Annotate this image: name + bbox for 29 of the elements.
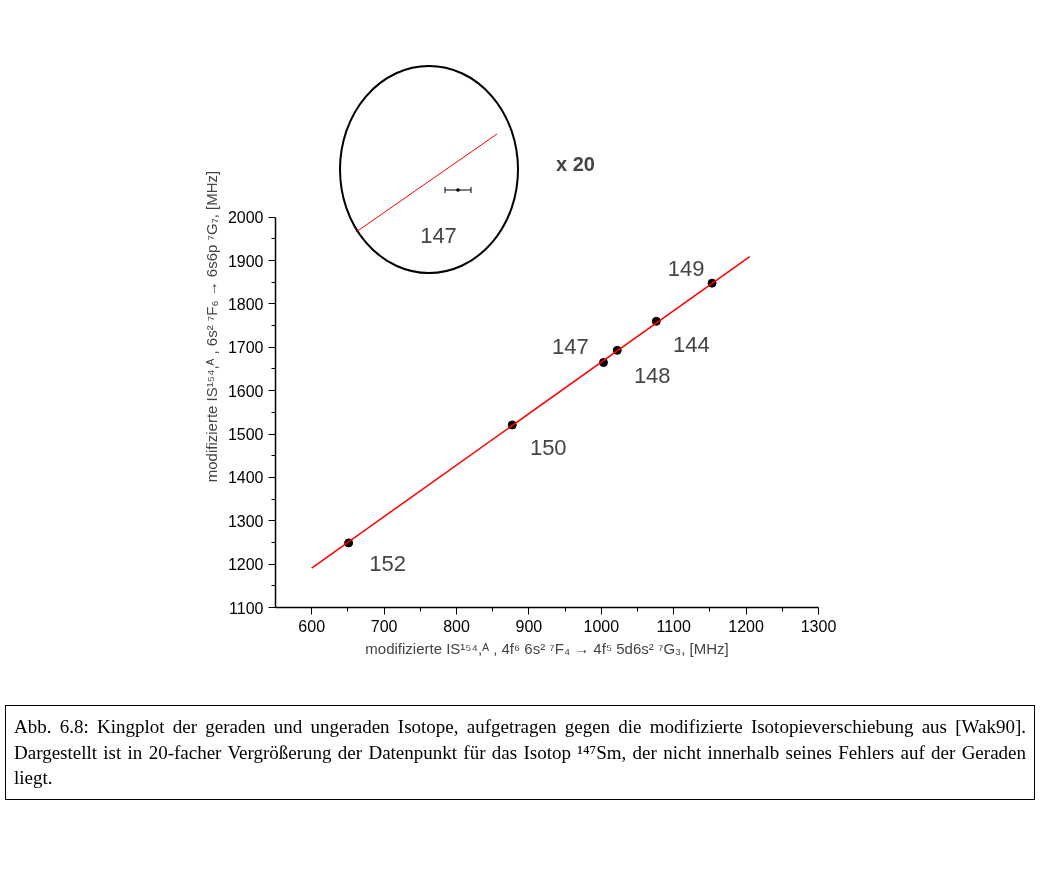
x-axis-title: modifizierte IS¹⁵⁴,ᴬ , 4f⁶ 6s² ⁷F₄ → 4f⁵ 5d6s² ⁷G₃, [MHz]	[365, 639, 729, 657]
annotation: 147	[420, 223, 457, 248]
x-tick-label: 800	[443, 617, 470, 635]
y-tick-label: 1700	[227, 339, 264, 357]
annotation: 152	[369, 551, 406, 577]
x-tick-label: 600	[298, 617, 326, 635]
x-tick-label: 700	[370, 617, 398, 635]
annotation: 150	[529, 435, 567, 461]
text: x 20	[556, 152, 595, 175]
y-axis-title: modifizierte IS¹⁵⁴,ᴬ , 6s² ⁷F₆ → 6s6p ⁷G₇, [MHz]	[202, 170, 220, 483]
x-tick-label: 1200	[728, 617, 764, 635]
x-tick-label: 900	[515, 617, 543, 635]
y-tick-label: 1200	[227, 556, 264, 574]
caption: Abb. 6.8: Kingplot der geraden und ungeraden Isotope, aufgetragen gegen die modifizierte Isotopieverschiebung aus [Wak90]. Dargestellt ist in 20-facher Vergrößerung der Datenpunkt für das Isotop ¹⁴⁷Sm, der nicht innerhalb seines Fehlers auf der Geraden liegt.	[14, 715, 1026, 791]
annotation: 149	[667, 255, 705, 281]
y-tick-label: 2000	[227, 209, 264, 227]
y-tick-label: 1300	[227, 512, 264, 530]
y-tick-label: 1500	[227, 426, 264, 444]
x-tick-label: 1300	[800, 617, 837, 635]
y-tick-label: 1100	[229, 599, 264, 617]
y-tick-label: 1900	[227, 252, 264, 270]
y-tick-label: 1800	[227, 295, 264, 313]
annotation: 148	[633, 362, 671, 388]
y-tick-label: 1600	[227, 382, 264, 400]
x-tick-label: 1000	[583, 617, 620, 635]
annotation: 147	[552, 333, 589, 359]
x-tick-label: 1100	[656, 617, 691, 635]
annotation: 144	[672, 331, 710, 357]
y-tick-label: 1400	[227, 469, 264, 487]
